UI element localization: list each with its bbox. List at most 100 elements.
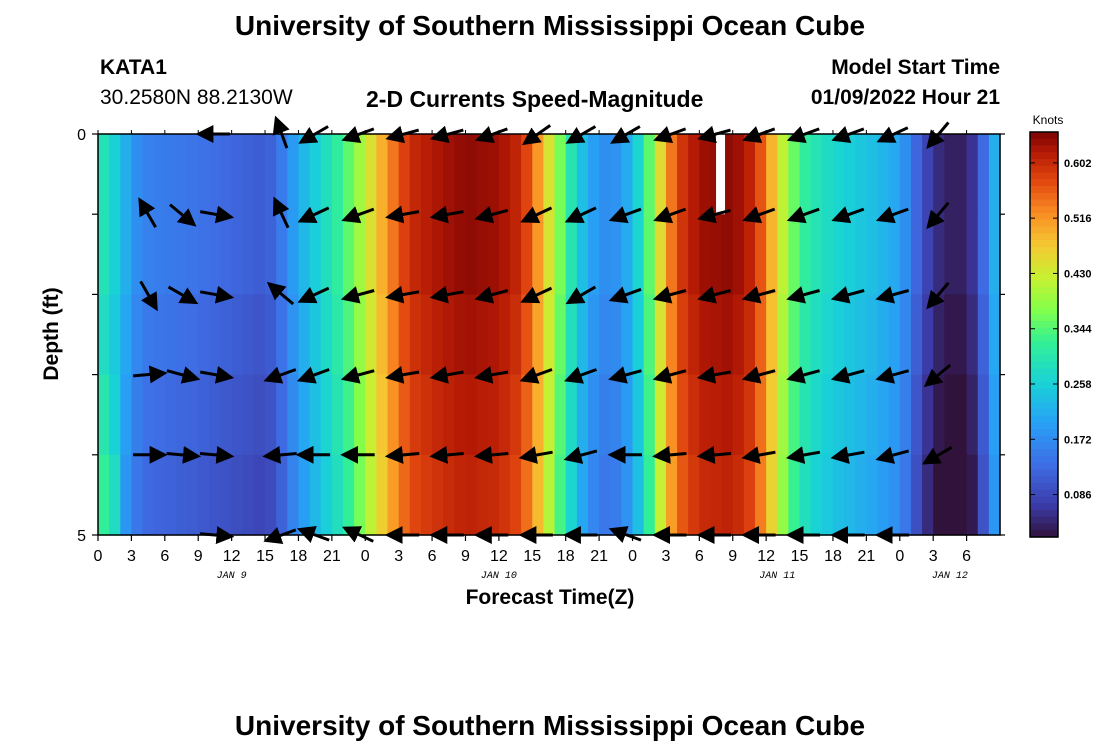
- colorbar-segment: [1030, 503, 1058, 511]
- heatmap-cell: [610, 374, 622, 456]
- heatmap-cell: [866, 134, 879, 215]
- heatmap-cell: [309, 294, 322, 376]
- colorbar-segment: [1030, 516, 1058, 525]
- colorbar-segment: [1030, 422, 1058, 430]
- missing-data-gap: [716, 134, 726, 215]
- heatmap-cell: [922, 214, 934, 295]
- heatmap-cell: [933, 134, 945, 215]
- heatmap-cells: [98, 134, 1001, 536]
- x-tick-label: 9: [194, 548, 203, 565]
- heatmap-cell: [465, 374, 478, 456]
- heatmap-cell: [387, 134, 400, 215]
- colorbar-segment: [1030, 408, 1058, 417]
- footer-title: University of Southern Mississippi Ocean…: [234, 710, 866, 741]
- heatmap-cell: [376, 374, 389, 456]
- heatmap-cell: [866, 214, 879, 295]
- heatmap-cell: [398, 134, 411, 215]
- current-vector: [741, 286, 776, 304]
- x-tick-label: 21: [590, 548, 608, 565]
- current-vector: [697, 205, 731, 224]
- heatmap-cell: [543, 214, 556, 295]
- heatmap-cell: [721, 454, 734, 536]
- heatmap-cell: [821, 214, 834, 295]
- heatmap-cell: [799, 134, 812, 215]
- heatmap-cell: [855, 214, 867, 295]
- heatmap-cell: [242, 374, 255, 456]
- heatmap-cell: [632, 294, 645, 376]
- current-vector: [697, 286, 731, 304]
- colorbar-segment: [1030, 253, 1058, 261]
- x-tick-label: 0: [94, 548, 103, 565]
- heatmap-cell: [198, 134, 210, 215]
- heatmap-cell: [454, 134, 467, 215]
- heatmap-cell: [420, 454, 433, 536]
- heatmap-cell: [721, 214, 734, 295]
- heatmap-cell: [454, 294, 467, 376]
- heatmap-cell: [821, 294, 834, 376]
- x-tick-label: 3: [127, 548, 136, 565]
- current-vector: [742, 206, 776, 224]
- current-vector: [830, 446, 865, 464]
- heatmap-cell: [821, 374, 834, 456]
- heatmap-cell: [910, 454, 923, 536]
- heatmap-cell: [287, 454, 300, 536]
- heatmap-cell: [988, 374, 1001, 456]
- heatmap-cell: [933, 454, 945, 536]
- heatmap-cell: [521, 454, 533, 536]
- heatmap-cell: [432, 454, 444, 536]
- heatmap-cell: [766, 214, 778, 295]
- heatmap-cell: [732, 374, 745, 456]
- current-vector: [169, 203, 197, 227]
- current-vector: [520, 286, 553, 304]
- current-vector: [608, 206, 642, 224]
- heatmap-cell: [977, 454, 990, 536]
- heatmap-cell: [376, 214, 389, 295]
- current-vector: [926, 281, 950, 310]
- heatmap-cell: [576, 214, 589, 295]
- heatmap-cell: [510, 454, 522, 536]
- heatmap-cell: [944, 374, 957, 456]
- x-tick-label: 15: [256, 548, 274, 565]
- heatmap-cell: [632, 454, 645, 536]
- heatmap-cell: [777, 454, 790, 536]
- heatmap-cell: [832, 454, 845, 536]
- colorbar-segment: [1030, 435, 1058, 444]
- colorbar-segment: [1030, 523, 1058, 531]
- heatmap-cell: [109, 454, 121, 536]
- heatmap-cell: [710, 374, 723, 456]
- heatmap-cell: [131, 374, 144, 456]
- current-vector: [429, 365, 464, 384]
- heatmap-cell: [365, 374, 377, 456]
- colorbar-segment: [1030, 327, 1058, 336]
- heatmap-cell: [565, 214, 578, 295]
- plot-frame: [97, 133, 1001, 536]
- heatmap-cell: [977, 214, 990, 295]
- heatmap-cell: [576, 134, 589, 215]
- heatmap-cell: [287, 134, 300, 215]
- heatmap-cell: [543, 374, 556, 456]
- heatmap-cell: [465, 214, 478, 295]
- heatmap-cell: [510, 134, 522, 215]
- heatmap-cell: [699, 214, 712, 295]
- heatmap-cell: [387, 454, 400, 536]
- current-vector: [652, 286, 687, 304]
- heatmap-cell: [287, 374, 300, 456]
- heatmap-cell: [331, 374, 344, 456]
- current-vector: [786, 206, 820, 224]
- heatmap-cell: [287, 294, 300, 376]
- colorbar-segment: [1030, 462, 1058, 471]
- heatmap-cell: [888, 134, 901, 215]
- colorbar-segment: [1030, 145, 1058, 153]
- heatmap-cell: [922, 454, 934, 536]
- colorbar-segment: [1030, 530, 1058, 538]
- heatmap-cell: [276, 374, 288, 456]
- heatmap-cell: [821, 134, 834, 215]
- date-label: JAN 11: [759, 571, 795, 582]
- x-tick-label: 6: [962, 548, 971, 565]
- heatmap-cell: [721, 294, 734, 376]
- heatmap-cell: [454, 374, 467, 456]
- heatmap-cell: [688, 214, 700, 295]
- heatmap-cell: [420, 214, 433, 295]
- heatmap-cell: [175, 214, 188, 295]
